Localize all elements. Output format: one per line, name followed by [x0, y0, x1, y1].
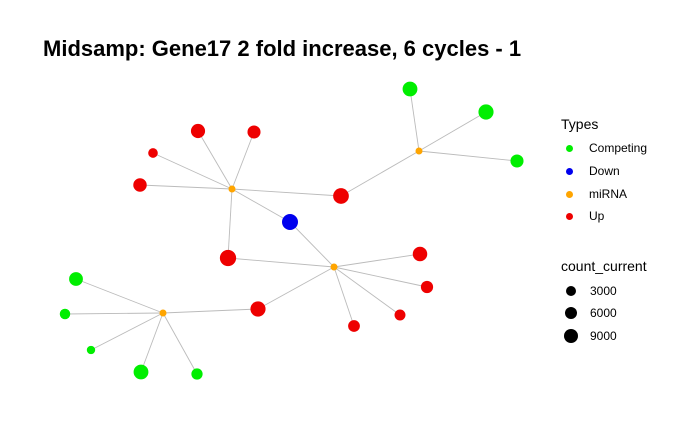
node-up-u9 [348, 320, 360, 332]
legend-item-mirna: miRNA [566, 187, 627, 201]
edge-m4-c6 [90, 312, 164, 351]
legend-size-dot-6000 [565, 307, 577, 319]
edge-m4-u11 [162, 308, 259, 314]
legend-swatch-mirna [566, 190, 573, 198]
edge-m1-u1 [197, 130, 233, 190]
edge-m3-u7 [333, 253, 421, 268]
edge-m2-c1 [409, 88, 420, 152]
node-up-u3 [148, 148, 158, 158]
edge-m4-c5 [64, 312, 164, 315]
size-legend-title: count_current [561, 258, 647, 274]
edge-m2-u5 [340, 150, 420, 197]
chart-title: Midsamp: Gene17 2 fold increase, 6 cycle… [43, 36, 522, 61]
legend-size-label-3000: 3000 [590, 284, 617, 298]
legend-item-up: Up [566, 209, 604, 223]
node-competing-c2 [478, 104, 494, 120]
legend-size-label-6000: 6000 [590, 306, 617, 320]
node-competing-c1 [402, 81, 418, 97]
node-up-u4 [133, 178, 147, 192]
node-mirna-m3 [330, 263, 338, 271]
legend-label-mirna: miRNA [589, 187, 627, 201]
edge-m4-c4 [75, 278, 164, 314]
edge-m1-down1 [231, 188, 291, 223]
edge-m3-u6 [227, 257, 335, 268]
node-up-u11 [250, 301, 266, 317]
edge-m4-c7 [140, 312, 164, 373]
legend-size-6000: 6000 [565, 306, 617, 320]
legend-item-down: Down [566, 164, 620, 178]
node-up-u1 [190, 123, 206, 139]
node-competing-c3 [510, 154, 524, 168]
node-up-u8 [420, 280, 434, 294]
node-up-u7 [412, 246, 428, 262]
edge-m1-u4 [139, 184, 233, 190]
node-mirna-m4 [159, 309, 167, 317]
node-competing-c4 [69, 272, 83, 286]
edge-m1-u5 [231, 188, 342, 197]
node-competing-c6 [86, 345, 96, 355]
legend-label-down: Down [589, 164, 620, 178]
types-legend-title: Types [561, 116, 599, 132]
edge-m3-u9 [333, 266, 355, 327]
legend-size-3000: 3000 [566, 284, 617, 298]
edge-m4-c8 [162, 312, 198, 375]
edge-m3-down1 [289, 221, 335, 268]
node-competing-c7 [133, 364, 149, 380]
legend-swatch-down [566, 167, 573, 175]
legend-size-dot-9000 [564, 329, 578, 343]
node-up-u6 [219, 249, 237, 267]
node-up-u5 [333, 188, 349, 204]
edge-layer [64, 88, 518, 375]
legend-label-up: Up [589, 209, 605, 223]
edge-m1-u2 [231, 131, 255, 190]
legend-label-competing: Competing [589, 141, 648, 155]
node-competing-c5 [59, 308, 71, 320]
node-competing-c8 [191, 368, 203, 380]
legend-size-label-9000: 9000 [590, 329, 617, 343]
node-down-down1 [282, 214, 298, 230]
edge-m3-u8 [333, 266, 428, 288]
node-mirna-m2 [415, 147, 423, 155]
legend-size-9000: 9000 [564, 329, 617, 343]
legend-swatch-competing [566, 144, 573, 152]
legend-item-competing: Competing [566, 141, 647, 155]
node-up-u10 [394, 309, 406, 321]
node-up-u2 [247, 125, 261, 139]
edge-m1-u3 [152, 152, 233, 190]
node-layer [59, 81, 524, 380]
edge-m2-c2 [418, 111, 487, 152]
node-mirna-m1 [228, 185, 236, 193]
edge-m3-u10 [333, 266, 401, 316]
edge-m2-c3 [418, 150, 518, 162]
edge-m3-u11 [257, 266, 335, 310]
legend-size-dot-3000 [566, 286, 576, 296]
edge-m1-u6 [227, 188, 233, 259]
legend-swatch-up [566, 212, 573, 220]
